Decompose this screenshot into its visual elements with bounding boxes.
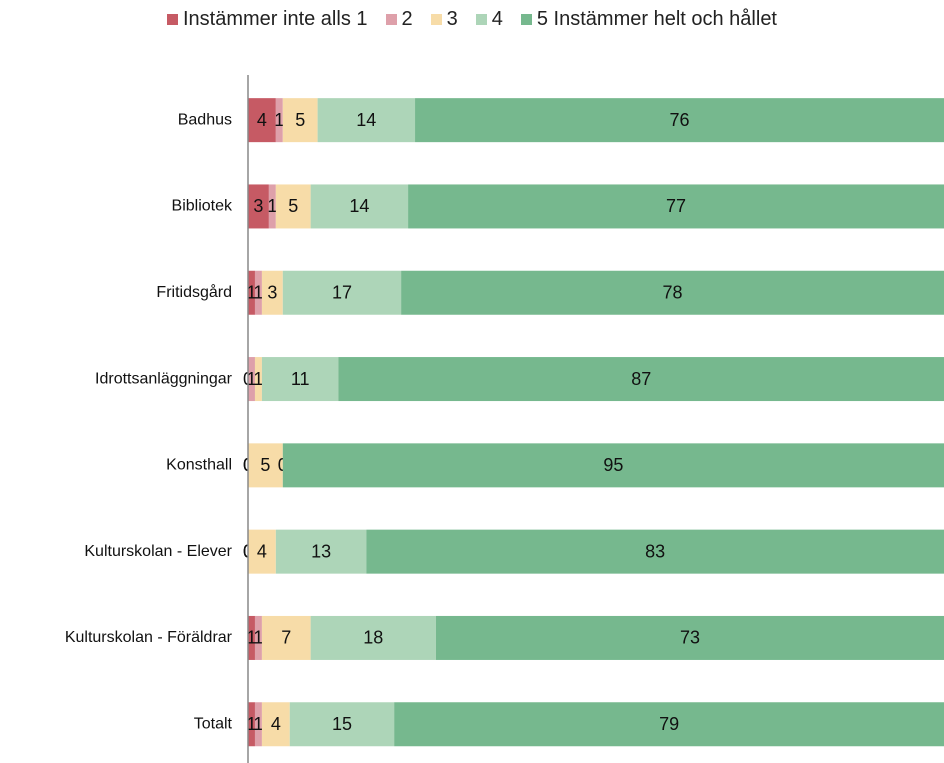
bar-segment xyxy=(275,529,367,574)
legend-item: 2 xyxy=(385,8,413,31)
data-label: 78 xyxy=(663,283,683,303)
data-label: 14 xyxy=(349,196,369,216)
data-label: 5 xyxy=(288,196,298,216)
legend-label: 2 xyxy=(401,8,413,30)
bar-segment xyxy=(310,615,436,660)
bar-segment xyxy=(261,615,311,660)
bar-segment xyxy=(310,184,409,229)
data-label: 1 xyxy=(246,283,256,303)
data-label: 83 xyxy=(645,541,665,561)
legend-item: Instämmer inte alls 1 xyxy=(166,8,368,31)
data-label: 5 xyxy=(295,110,305,130)
bar-segment xyxy=(254,615,262,660)
y-tick-label: Bibliotek xyxy=(172,198,233,215)
legend-item: 4 xyxy=(475,8,503,31)
bar-segment xyxy=(248,443,283,488)
data-label: 5 xyxy=(260,455,270,475)
bar-segment xyxy=(289,702,395,747)
data-label: 3 xyxy=(253,196,263,216)
data-label: 4 xyxy=(271,714,281,734)
y-tick-label: Konsthall xyxy=(166,457,232,474)
bar-segment xyxy=(401,270,944,315)
legend-swatch xyxy=(520,14,532,25)
data-label: 1 xyxy=(246,714,256,734)
data-label: 1 xyxy=(267,196,277,216)
bar-segment xyxy=(254,270,262,315)
data-label: 77 xyxy=(666,196,686,216)
legend-label: Instämmer inte alls 1 xyxy=(182,8,368,30)
bar-segment xyxy=(317,98,416,143)
bar-segment xyxy=(275,98,283,143)
legend-label: 5 Instämmer helt och hållet xyxy=(536,8,777,30)
data-label: 1 xyxy=(246,369,256,389)
data-label: 17 xyxy=(332,283,352,303)
data-label: 3 xyxy=(267,283,277,303)
data-label: 1 xyxy=(253,283,263,303)
y-tick-label: Kulturskolan - Elever xyxy=(84,543,232,560)
bar-segment xyxy=(248,702,255,747)
legend-swatch xyxy=(385,14,397,25)
data-label: 73 xyxy=(680,628,700,648)
data-label: 1 xyxy=(246,628,256,648)
bar-segment xyxy=(261,702,290,747)
data-label: 1 xyxy=(253,714,263,734)
y-tick-label: Fritidsgård xyxy=(156,283,232,301)
legend-swatch xyxy=(430,14,442,25)
data-label: 95 xyxy=(603,455,623,475)
bar-segment xyxy=(248,98,276,143)
bar-segment xyxy=(282,270,402,315)
data-label: 18 xyxy=(363,628,383,648)
bar-segment xyxy=(394,702,944,747)
bar-segment xyxy=(261,357,339,402)
legend: Instämmer inte alls 1 2 3 4 5 Instämmer helt… xyxy=(0,8,944,31)
y-tick-label: Totalt xyxy=(194,715,233,732)
bar-segment xyxy=(415,98,944,143)
data-label: 13 xyxy=(311,541,331,561)
data-label: 7 xyxy=(281,628,291,648)
data-label: 1 xyxy=(253,369,263,389)
y-tick-label: Kulturskolan - Föräldrar xyxy=(65,629,233,646)
data-label: 87 xyxy=(631,369,651,389)
bar-segment xyxy=(248,529,276,574)
data-label: 4 xyxy=(257,110,267,130)
legend-item: 5 Instämmer helt och hållet xyxy=(520,8,777,31)
bar-segment xyxy=(248,270,255,315)
data-label: 11 xyxy=(291,369,310,389)
bar-segment xyxy=(248,184,269,229)
data-label: 14 xyxy=(356,110,376,130)
data-label: 1 xyxy=(274,110,284,130)
legend-label: 3 xyxy=(446,8,458,30)
bar-segment xyxy=(366,529,944,574)
data-label: 15 xyxy=(332,714,352,734)
bar-segment xyxy=(261,270,283,315)
legend-swatch xyxy=(475,14,487,25)
bar-segment xyxy=(282,443,944,488)
bar-segment xyxy=(248,357,255,402)
data-label: 4 xyxy=(257,541,267,561)
bar-segment xyxy=(254,357,262,402)
y-tick-label: Badhus xyxy=(178,111,232,128)
bar-segment xyxy=(254,702,262,747)
data-label: 76 xyxy=(670,110,690,130)
legend-label: 4 xyxy=(491,8,503,30)
bar-segment xyxy=(435,615,944,660)
bar-segment xyxy=(248,615,255,660)
data-label: 1 xyxy=(253,628,263,648)
legend-swatch xyxy=(166,14,178,25)
bar-segment xyxy=(408,184,944,229)
bar-segment xyxy=(268,184,276,229)
y-tick-label: Idrottsanläggningar xyxy=(95,370,233,387)
legend-item: 3 xyxy=(430,8,458,31)
data-label: 79 xyxy=(659,714,679,734)
bar-segment xyxy=(338,357,944,402)
bar-segment xyxy=(282,98,318,143)
bar-segment xyxy=(275,184,311,229)
